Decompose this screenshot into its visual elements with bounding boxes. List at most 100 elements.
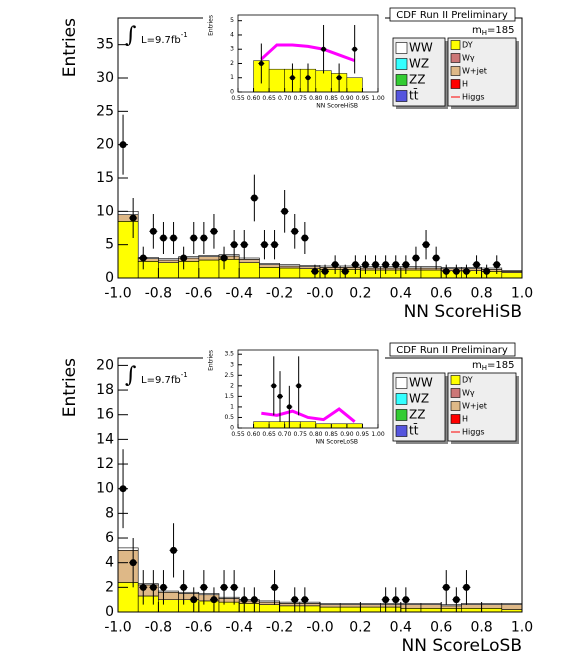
stack-bar	[218, 601, 240, 613]
legend-label: WW	[409, 41, 433, 55]
stack-bar	[440, 267, 462, 269]
legend-label: Higgs	[462, 93, 485, 102]
stack-bar	[178, 256, 200, 259]
x-tick-label: -0.0	[306, 619, 333, 635]
legend-swatch	[395, 425, 408, 437]
stack-bar	[360, 606, 381, 613]
data-point	[180, 254, 188, 262]
y-tick-label: 4	[105, 555, 114, 571]
stack-bar	[279, 605, 301, 613]
mass-subscript: H	[482, 29, 487, 37]
inset-bar	[315, 423, 332, 429]
inset-frame	[237, 349, 379, 429]
data-point	[271, 583, 279, 591]
legend-label: Higgs	[462, 428, 485, 437]
y-tick-label: 2	[230, 60, 234, 67]
stack-bar	[420, 603, 442, 605]
data-point	[271, 383, 277, 389]
data-point	[170, 234, 178, 242]
y-tick-label: 3.5	[224, 351, 234, 358]
stack-bar	[259, 263, 280, 265]
data-point	[372, 261, 380, 269]
y-tick-label: 5	[105, 237, 114, 253]
y-tick-label: 1	[230, 74, 234, 81]
stack-bar	[279, 267, 301, 279]
y-tick-label: 0	[230, 425, 234, 432]
stack-bar	[339, 606, 361, 613]
x-tick-label: -0.2	[266, 285, 293, 301]
data-point	[220, 254, 228, 262]
stack-bar	[238, 603, 260, 613]
inset-x-label: NN ScoreLoSB	[315, 439, 358, 446]
data-point	[321, 46, 327, 52]
stack-bar	[218, 259, 240, 279]
stack-bar	[319, 603, 341, 605]
data-point	[442, 267, 450, 275]
stack-bar	[360, 604, 381, 608]
stack-bar	[400, 269, 422, 279]
stack-bar	[339, 604, 361, 608]
stack-bar	[420, 604, 442, 609]
y-tick-label: 14	[96, 431, 114, 447]
data-point	[392, 261, 400, 269]
stack-bar	[137, 261, 159, 279]
inset-line	[260, 43, 356, 63]
legend-label: tt̄	[409, 88, 419, 102]
data-point	[305, 75, 311, 81]
stack-bar	[481, 603, 503, 605]
stack-bar	[440, 608, 462, 613]
data-point	[296, 383, 302, 389]
data-point	[170, 546, 178, 554]
inset-y-label: Entries	[208, 15, 215, 36]
stack-bar	[259, 601, 280, 605]
data-point	[159, 583, 167, 591]
data-point	[220, 583, 228, 591]
luminosity-text: L=9.7fb	[141, 375, 181, 386]
y-tick-label: 3	[230, 361, 234, 368]
legend-swatch	[450, 53, 461, 63]
data-point	[129, 559, 137, 567]
data-point	[493, 261, 501, 269]
stack-bar	[158, 599, 179, 613]
luminosity-exp: -1	[181, 31, 188, 39]
stack-bar	[158, 258, 179, 261]
data-point	[311, 267, 319, 275]
data-point	[258, 60, 264, 66]
stack-bar	[198, 600, 220, 613]
x-tick-label: 0.80	[309, 95, 323, 102]
x-axis-label: NN ScoreHiSB	[404, 302, 522, 322]
x-tick-label: 1.00	[371, 431, 385, 438]
x-tick-label: 0.85	[325, 431, 339, 438]
data-point	[129, 214, 137, 222]
x-tick-label: 0.90	[340, 431, 354, 438]
stack-bar	[178, 261, 200, 279]
data-point	[291, 596, 299, 604]
y-tick-label: 30	[96, 70, 114, 86]
stack-bar	[461, 267, 482, 269]
data-point	[321, 267, 329, 275]
x-tick-label: 0.8	[470, 285, 492, 301]
x-tick-label: -0.4	[226, 285, 253, 301]
y-tick-label: 18	[96, 382, 114, 398]
stack-bar	[380, 267, 402, 271]
inset-y-label: Entries	[208, 350, 215, 371]
data-point	[139, 583, 147, 591]
stack-bar	[440, 605, 462, 609]
data-point	[250, 194, 258, 202]
data-point	[210, 596, 218, 604]
legend-label: Wγ	[462, 54, 475, 63]
x-tick-label: 0.60	[247, 431, 261, 438]
stack-bar	[238, 599, 260, 602]
stack-bar	[360, 267, 381, 271]
x-tick-label: 0.2	[349, 619, 371, 635]
y-tick-label: 25	[96, 103, 114, 119]
y-tick-label: 3	[230, 46, 234, 53]
x-tick-label: -0.6	[185, 285, 212, 301]
data-point	[462, 267, 470, 275]
inset-bar	[346, 77, 363, 93]
legend-label: H	[462, 80, 468, 89]
inset-bar	[284, 421, 301, 429]
legend-label: tt̄	[409, 423, 419, 437]
stack-bar	[259, 264, 280, 268]
data-point	[452, 267, 460, 275]
